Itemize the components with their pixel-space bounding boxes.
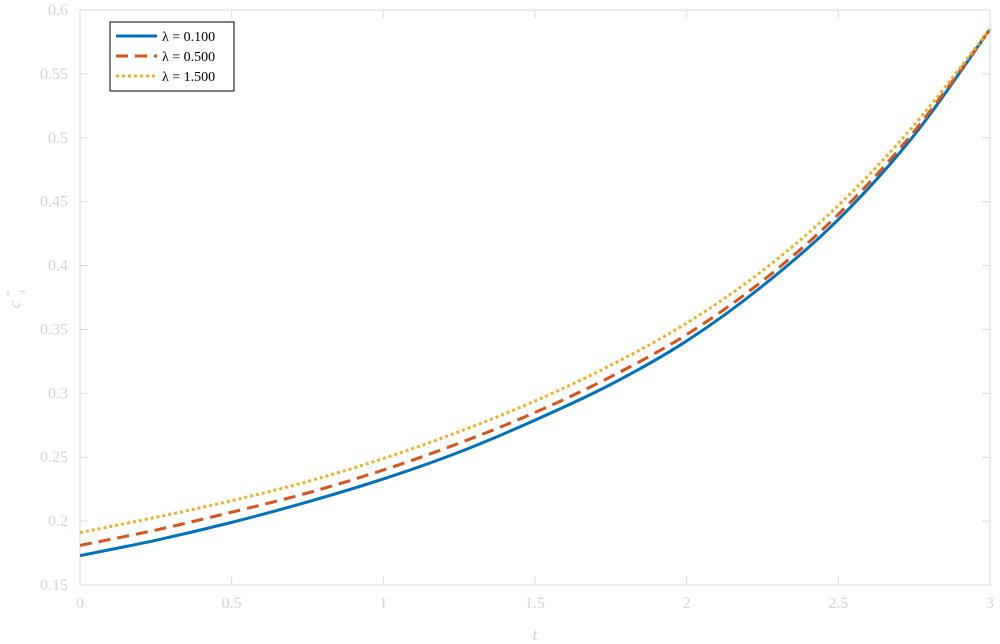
plot-box bbox=[79, 9, 991, 586]
series-line-2 bbox=[79, 28, 992, 547]
y-axis-ticks: 0.15 0.2 0.25 0.3 0.35 0.4 0.45 0.5 0.55 0.6 bbox=[40, 2, 990, 594]
x-axis-title: t bbox=[533, 625, 539, 644]
x-tick-label: 3 bbox=[986, 595, 994, 612]
plot-frame bbox=[79, 9, 991, 586]
y-tick-label: 0.3 bbox=[48, 385, 68, 402]
x-tick-label: 1 bbox=[379, 595, 387, 612]
series-line-1 bbox=[79, 28, 992, 558]
y-tick-label: 0.25 bbox=[40, 449, 68, 466]
series-layer bbox=[79, 28, 992, 558]
y-tick-label: 0.2 bbox=[48, 513, 68, 530]
legend-box bbox=[109, 21, 235, 92]
y-tick-label: 0.5 bbox=[48, 130, 68, 147]
y-tick-label: 0.45 bbox=[40, 194, 68, 211]
y-tick-label: 0.35 bbox=[40, 321, 68, 338]
x-tick-label: 2.5 bbox=[828, 595, 848, 612]
x-tick-label: 1.5 bbox=[525, 595, 545, 612]
series-line-3 bbox=[79, 28, 992, 535]
y-tick-label: 0.55 bbox=[40, 66, 68, 83]
y-tick-label: 0.15 bbox=[40, 577, 68, 594]
y-axis-title: c * t bbox=[0, 287, 28, 309]
y-axis-title-main: c bbox=[5, 300, 24, 308]
y-tick-label: 0.6 bbox=[48, 2, 68, 19]
legend-label-2: λ = 0.500 bbox=[162, 50, 215, 65]
legend: λ = 0.100 λ = 0.500 λ = 1.500 bbox=[109, 21, 235, 92]
legend-label-3: λ = 1.500 bbox=[162, 70, 215, 85]
y-axis-title-superscript: * bbox=[4, 290, 16, 296]
x-tick-label: 0 bbox=[76, 595, 84, 612]
legend-label-1: λ = 0.100 bbox=[162, 30, 215, 45]
x-tick-label: 2 bbox=[683, 595, 691, 612]
x-tick-label: 0.5 bbox=[222, 595, 242, 612]
y-tick-label: 0.4 bbox=[48, 258, 68, 275]
x-axis-ticks: 0 0.5 1 1.5 2 2.5 3 bbox=[76, 10, 994, 612]
y-axis-title-subscript: t bbox=[16, 289, 28, 293]
